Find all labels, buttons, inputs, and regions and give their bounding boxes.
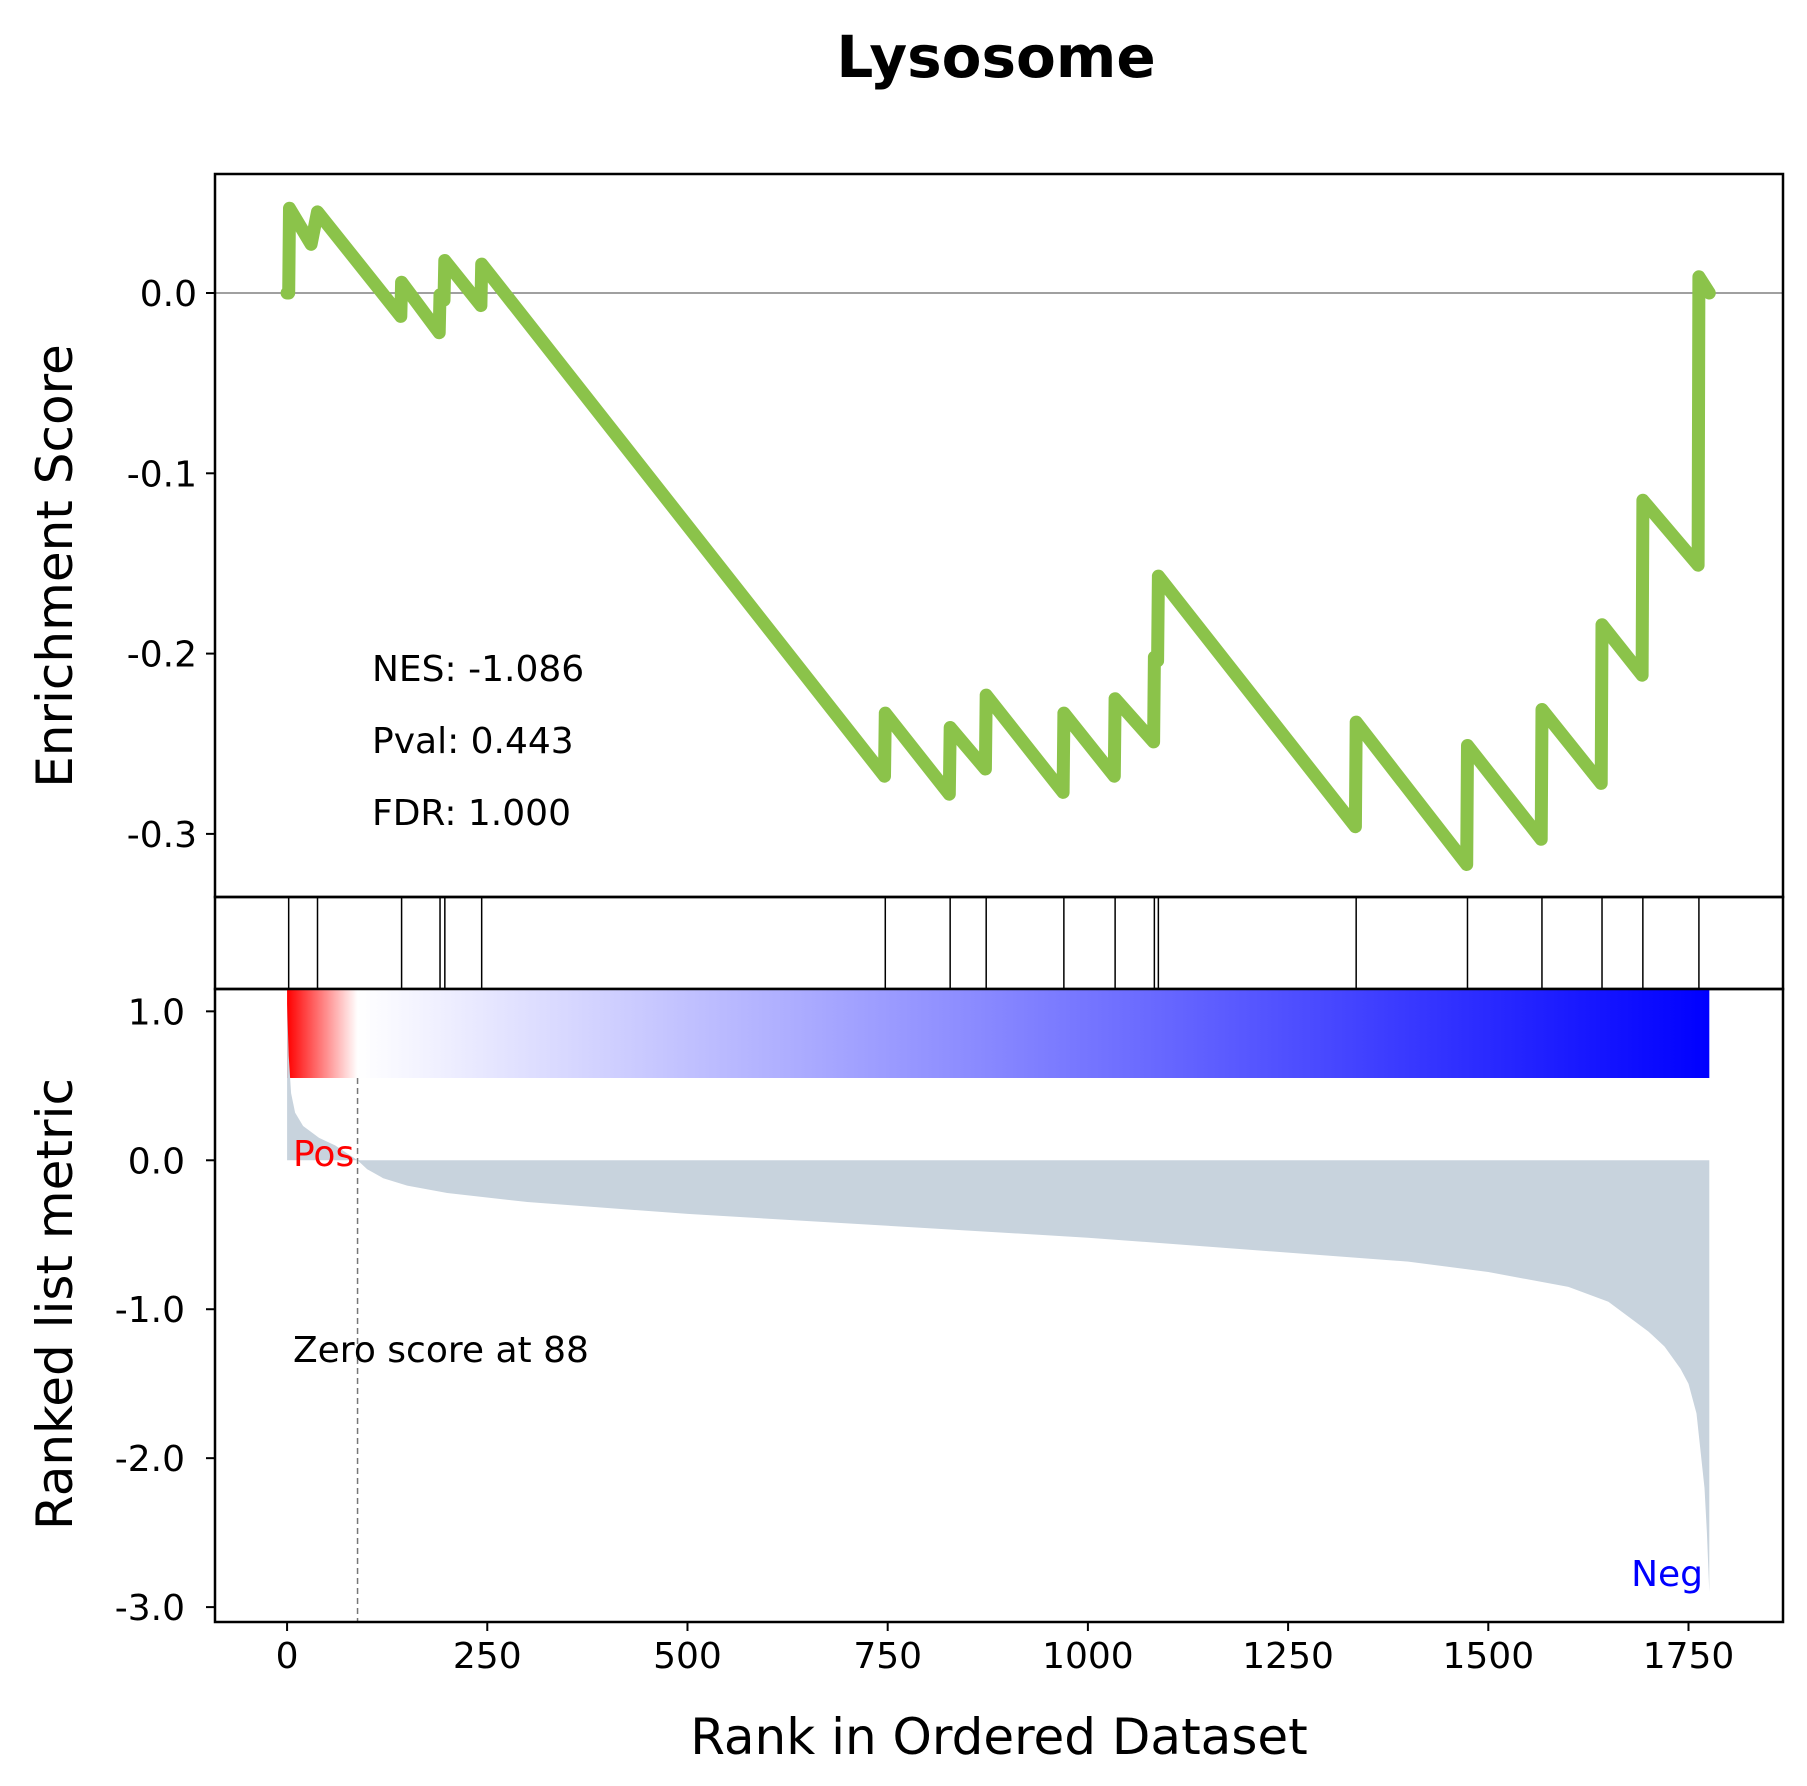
x-axis-title: Rank in Ordered Dataset (690, 1708, 1307, 1766)
es-y-tick-label: -0.1 (127, 454, 197, 495)
rank-x-axis-ticks: 0 250 500 750 1000 1250 1500 1750 (276, 1622, 1735, 1677)
x-tick-label: 1000 (1042, 1636, 1134, 1677)
x-tick-label: 1500 (1442, 1636, 1534, 1677)
x-tick-label: 1250 (1242, 1636, 1334, 1677)
rank-y-tick-label: -1.0 (115, 1290, 185, 1331)
es-y-tick-label: 0.0 (140, 274, 197, 315)
x-tick-label: 0 (276, 1636, 299, 1677)
fdr-annotation: FDR: 1.000 (372, 793, 571, 834)
rank-panel-frame (213, 987, 1785, 1624)
x-tick-label: 250 (453, 1636, 522, 1677)
ranked-metric-panel: 1.0 0.0 -1.0 -2.0 -3.0 0 250 500 750 1000 1250 150… (26, 987, 1785, 1766)
pos-label: Pos (293, 1134, 354, 1175)
rank-heatmap-bar (287, 989, 1710, 1078)
rank-y-axis-ticks: 1.0 0.0 -1.0 -2.0 -3.0 (115, 992, 215, 1629)
enrichment-score-line (280, 201, 1716, 871)
x-tick-label: 500 (653, 1636, 722, 1677)
es-y-tick-label: -0.3 (127, 815, 197, 856)
rank-y-axis-title: Ranked list metric (26, 1078, 84, 1530)
rank-y-tick-label: -3.0 (115, 1588, 185, 1629)
enrichment-score-panel: 0.0-0.1-0.2-0.3 NES: -1.086 Pval: 0.443 … (26, 172, 1785, 899)
pval-annotation: Pval: 0.443 (372, 721, 574, 762)
zero-score-annotation: Zero score at 88 (293, 1330, 589, 1371)
es-y-axis-ticks: 0.0 -0.1 -0.2 -0.3 (127, 274, 215, 856)
neg-label: Neg (1631, 1554, 1703, 1595)
es-y-axis-title: Enrichment Score (26, 344, 84, 788)
x-tick-label: 750 (853, 1636, 922, 1677)
rank-y-tick-label: -2.0 (115, 1439, 185, 1480)
rank-y-tick-label: 1.0 (128, 992, 185, 1033)
x-tick-label: 1750 (1643, 1636, 1735, 1677)
chart-title: Lysosome (836, 23, 1155, 91)
nes-annotation: NES: -1.086 (372, 649, 584, 690)
es-y-tick-label: -0.2 (127, 635, 197, 676)
rank-y-tick-label: 0.0 (128, 1141, 185, 1182)
hit-lines (287, 897, 1700, 989)
